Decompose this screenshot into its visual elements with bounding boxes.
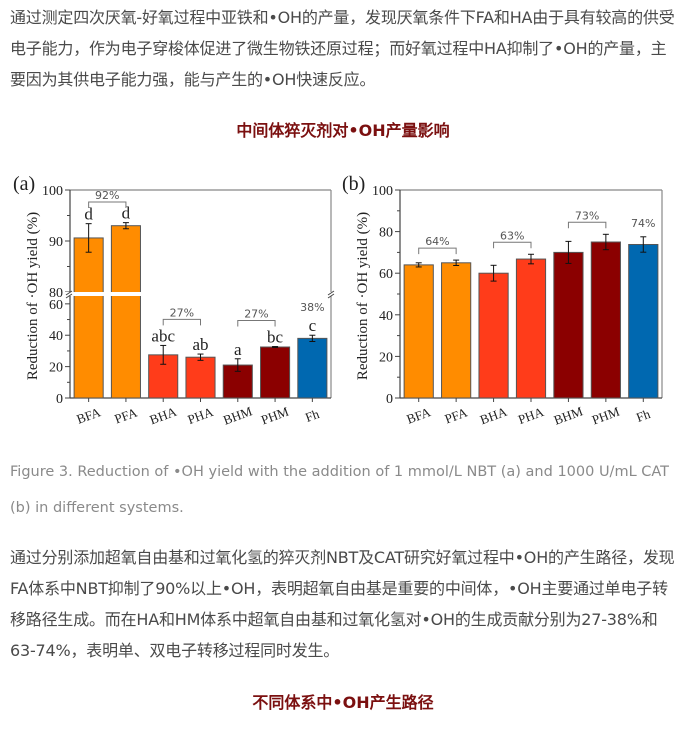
x-tick-label-pfa: PFA	[443, 404, 470, 426]
section-heading-pathway: 不同体系中•OH产生路径	[252, 693, 434, 712]
chart-b: (b) Reduction of ·OH yield (%) 0 20 40 60 80…	[342, 173, 663, 428]
axis-break-mark-right	[327, 290, 335, 299]
bracket-label: 64%	[425, 235, 449, 248]
significance-letter-pha: ab	[192, 335, 208, 354]
y-tick-label: 60	[379, 267, 393, 282]
x-tick-label-bhm: BHM	[552, 403, 585, 427]
significance-letter-bhm: a	[234, 340, 242, 359]
bar-bha	[478, 272, 509, 399]
y-tick-label: 60	[49, 298, 63, 313]
chart-a: (a) Reduction of ·OH yield (%) 0 20 40 6080…	[13, 173, 337, 428]
y-tick-label: 20	[49, 361, 63, 376]
annotation-label: 38%	[300, 301, 324, 314]
y-tick-label: 100	[42, 184, 63, 199]
bracket	[237, 320, 276, 327]
significance-letter-phm: bc	[267, 328, 284, 347]
bracket	[493, 241, 532, 249]
bracket	[88, 201, 127, 208]
bar-phm	[590, 241, 621, 399]
panel-label-b: (b)	[342, 173, 365, 195]
panel-label-a: (a)	[13, 173, 35, 195]
intro-paragraph: 通过测定四次厌氧-好氧过程中亚铁和•OH的产量，发现厌氧条件下FA和HA由于具有…	[10, 8, 675, 89]
annotation-label: 74%	[631, 217, 655, 230]
bar-pha	[515, 258, 547, 399]
bar-pfa	[441, 262, 472, 399]
y-tick-label: 40	[379, 309, 393, 324]
significance-letter-fh: c	[309, 316, 317, 335]
x-tick-label-pha: PHA	[516, 404, 546, 427]
y-tick-label: 90	[49, 235, 63, 250]
bracket-label: 92%	[95, 189, 119, 202]
significance-letter-bfa: d	[84, 205, 93, 224]
bracket-label: 27%	[244, 308, 268, 321]
bar-pfa	[110, 225, 141, 399]
bar-bhm	[553, 251, 584, 399]
bar-bfa	[403, 264, 434, 399]
x-tick-label-phm: PHM	[259, 404, 291, 428]
x-tick-label-fh: Fh	[634, 406, 653, 425]
y-tick-label: 80	[49, 286, 63, 301]
y-tick-label: 0	[386, 392, 393, 407]
x-tick-label-bha: BHA	[148, 404, 179, 428]
bar-bfa	[73, 237, 104, 399]
y-tick-label: 80	[379, 226, 393, 241]
bracket	[418, 247, 457, 255]
y-tick-label: 40	[49, 329, 63, 344]
significance-letter-pfa: d	[122, 204, 131, 223]
axis-break-gap	[64, 292, 337, 296]
bracket	[567, 221, 607, 229]
bar-pha	[185, 356, 216, 399]
x-tick-label-bfa: BFA	[74, 404, 103, 427]
y-axis-label-a: Reduction of ·OH yield (%)	[25, 212, 41, 380]
section-heading-quencher: 中间体猝灭剂对•OH产量影响	[236, 121, 450, 140]
significance-letter-bha: abc	[151, 326, 175, 345]
bracket-label: 73%	[575, 209, 599, 222]
bar-fh	[628, 243, 659, 399]
bracket-label: 63%	[500, 229, 524, 242]
x-tick-label-bfa: BFA	[405, 404, 434, 427]
bar-phm	[260, 346, 291, 399]
axis-break-mark-left	[65, 290, 73, 299]
figure-caption: Figure 3. Reduction of •OH yield with th…	[10, 464, 670, 516]
bar-fh	[297, 337, 328, 399]
x-tick-label-bhm: BHM	[221, 403, 254, 427]
y-tick-label: 20	[379, 350, 393, 365]
bracket	[162, 318, 201, 326]
x-tick-label-bha: BHA	[478, 404, 509, 428]
bracket-label: 27%	[170, 306, 194, 319]
x-tick-label-fh: Fh	[303, 406, 322, 425]
y-axis-label-b: Reduction of ·OH yield (%)	[355, 212, 371, 380]
x-tick-label-pha: PHA	[186, 404, 216, 427]
x-tick-label-pfa: PFA	[112, 404, 139, 426]
y-tick-label: 0	[56, 392, 63, 407]
y-tick-label: 100	[372, 184, 393, 199]
result-paragraph: 通过分别添加超氧自由基和过氧化氢的猝灭剂NBT及CAT研究好氧过程中•OH的产生…	[10, 548, 675, 660]
x-tick-label-phm: PHM	[590, 404, 622, 428]
